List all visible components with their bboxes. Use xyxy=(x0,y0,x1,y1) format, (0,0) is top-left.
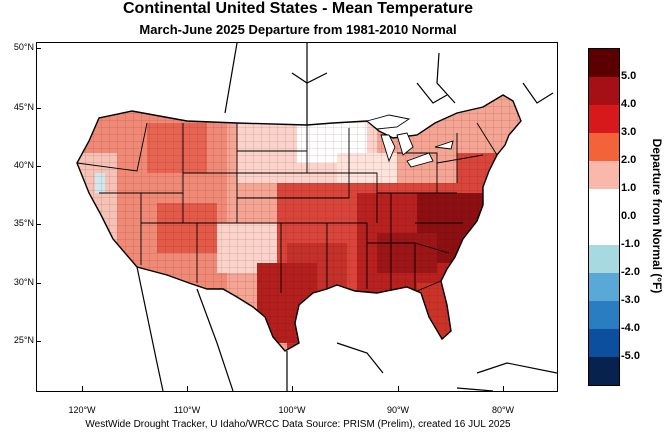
lat-label-45: 45°N xyxy=(13,102,34,112)
legend-label: -3.0 xyxy=(621,294,640,306)
legend-swatch xyxy=(589,133,619,161)
legend-swatch xyxy=(589,49,619,77)
lon-tick xyxy=(503,386,504,391)
legend-swatch xyxy=(589,161,619,189)
lon-tick xyxy=(82,386,83,391)
lon-tick xyxy=(398,386,399,391)
legend-label: -4.0 xyxy=(621,322,640,334)
legend-swatch xyxy=(589,357,619,385)
legend-swatch xyxy=(589,301,619,329)
lat-label-35: 35°N xyxy=(13,218,34,228)
lat-tick xyxy=(36,48,41,49)
lat-label-50: 50°N xyxy=(13,42,34,52)
map-subtitle: March-June 2025 Departure from 1981-2010… xyxy=(139,22,457,37)
lat-tick xyxy=(36,166,41,167)
lat-label-25: 25°N xyxy=(13,335,34,345)
legend-label: 3.0 xyxy=(621,126,637,138)
legend-label: -5.0 xyxy=(621,350,640,362)
legend-swatch xyxy=(589,77,619,105)
map-title: Continental United States - Mean Tempera… xyxy=(123,0,473,17)
legend-swatch xyxy=(589,329,619,357)
map-panel xyxy=(36,42,558,392)
lat-tick xyxy=(36,283,41,284)
legend-label: 1.0 xyxy=(621,182,637,194)
legend-swatch xyxy=(589,217,619,245)
legend-swatch xyxy=(589,105,619,133)
legend-label: 5.0 xyxy=(621,70,637,82)
legend-swatch xyxy=(589,189,619,217)
lat-label-30: 30°N xyxy=(13,277,34,287)
legend-label: 4.0 xyxy=(621,98,637,110)
legend-swatch xyxy=(589,273,619,301)
lat-label-40: 40°N xyxy=(13,160,34,170)
lon-label-120w: 120°W xyxy=(68,405,96,415)
lon-label-110w: 110°W xyxy=(173,405,201,415)
legend-label: -1.0 xyxy=(621,238,640,250)
lon-tick xyxy=(292,386,293,391)
lon-tick xyxy=(187,386,188,391)
legend-title: Departure from Normal (°F) xyxy=(650,138,664,294)
lat-tick xyxy=(36,224,41,225)
data-source-credit: WestWide Drought Tracker, U Idaho/WRCC D… xyxy=(85,419,511,430)
legend-label: 0.0 xyxy=(621,210,637,222)
legend-swatch xyxy=(589,245,619,273)
lon-label-80w: 80°W xyxy=(491,405,515,415)
legend-label: -2.0 xyxy=(621,266,640,278)
international-boundaries xyxy=(136,43,557,391)
state-boundaries xyxy=(76,122,498,293)
great-lakes xyxy=(366,114,454,168)
temperature-map xyxy=(76,43,557,391)
color-legend xyxy=(588,48,620,386)
lat-tick xyxy=(36,108,41,109)
legend-label: 2.0 xyxy=(621,154,637,166)
lat-tick xyxy=(36,341,41,342)
lon-label-90w: 90°W xyxy=(386,405,410,415)
lon-label-100w: 100°W xyxy=(278,405,306,415)
